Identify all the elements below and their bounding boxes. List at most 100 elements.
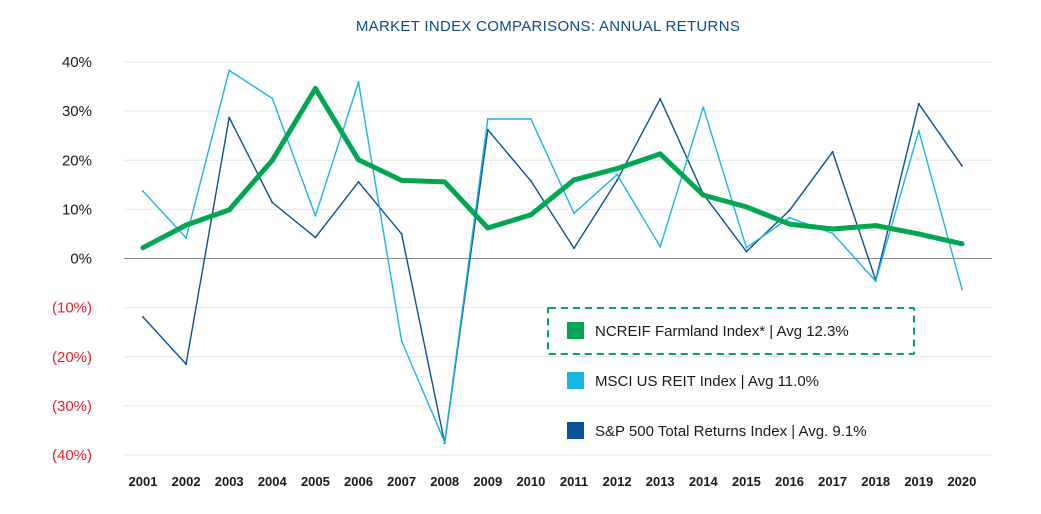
data-point-msci-us-reit-index [486,117,489,120]
x-tick-label: 2005 [301,474,330,489]
y-tick-label: 20% [62,152,92,169]
data-point-s-p-500-total-returns-index [357,180,360,183]
y-axis-ticks: 40% 30% 20% 10% 0% (10%) (20%) (30%) (40%) [52,54,92,464]
data-point-msci-us-reit-index [443,441,446,444]
x-tick-label: 2018 [861,474,890,489]
data-point-msci-us-reit-index [228,69,231,72]
data-point-s-p-500-total-returns-index [271,201,274,204]
data-point-ncreif-farmland-index [959,241,965,247]
data-point-ncreif-farmland-index [916,231,922,237]
x-tick-label: 2012 [603,474,632,489]
data-point-msci-us-reit-index [400,340,403,343]
x-tick-label: 2019 [904,474,933,489]
x-tick-label: 2015 [732,474,761,489]
data-point-ncreif-farmland-index [312,86,318,92]
data-point-ncreif-farmland-index [700,192,706,198]
series-line-s-p-500-total-returns-index [142,98,963,444]
data-point-msci-us-reit-index [702,106,705,109]
legend-swatch [567,322,584,339]
x-tick-label: 2001 [129,474,158,489]
data-point-ncreif-farmland-index [183,222,189,228]
x-tick-label: 2016 [775,474,804,489]
data-point-msci-us-reit-index [314,214,317,217]
data-point-msci-us-reit-index [573,212,575,215]
data-point-msci-us-reit-index [745,246,748,249]
data-point-ncreif-farmland-index [140,245,146,251]
data-point-ncreif-farmland-index [226,207,232,213]
data-point-ncreif-farmland-index [442,179,448,185]
y-tick-label: 40% [62,54,92,71]
series-line-ncreif-farmland-index [140,86,965,251]
data-point-msci-us-reit-index [874,280,877,283]
data-point-msci-us-reit-index [960,287,963,290]
x-tick-label: 2017 [818,474,847,489]
x-tick-label: 2011 [560,474,588,489]
data-point-s-p-500-total-returns-index [659,97,662,100]
data-point-s-p-500-total-returns-index [142,315,144,318]
x-tick-label: 2020 [947,474,976,489]
data-point-ncreif-farmland-index [269,157,275,163]
data-point-s-p-500-total-returns-index [400,232,403,235]
legend-swatch [567,372,584,389]
data-point-ncreif-farmland-index [528,212,534,218]
y-tick-label: 30% [62,103,92,120]
y-tick-label: 10% [62,201,92,218]
x-tick-label: 2010 [516,474,545,489]
data-point-msci-us-reit-index [616,173,619,176]
data-point-ncreif-farmland-index [657,151,663,157]
y-tick-label: 0% [70,251,92,268]
data-point-ncreif-farmland-index [743,204,749,210]
legend-swatch [567,422,584,439]
data-point-msci-us-reit-index [529,117,532,120]
x-tick-label: 2008 [430,474,459,489]
legend-label: MSCI US REIT Index | Avg 11.0% [595,373,819,390]
grid [124,61,992,456]
data-point-msci-us-reit-index [917,129,920,132]
x-tick-label: 2003 [215,474,244,489]
series-line-msci-us-reit-index [142,69,963,443]
y-tick-label: (10%) [52,300,92,317]
legend-highlight-box [547,307,915,355]
data-point-s-p-500-total-returns-index [314,236,317,239]
data-point-msci-us-reit-index [357,81,360,84]
legend: NCREIF Farmland Index* | Avg 12.3% MSCI U… [547,307,915,440]
data-point-s-p-500-total-returns-index [185,363,188,366]
data-point-s-p-500-total-returns-index [616,179,619,182]
data-point-ncreif-farmland-index [787,221,792,227]
y-tick-label: (40%) [52,447,92,464]
x-tick-label: 2009 [473,474,502,489]
x-tick-label: 2002 [172,474,201,489]
data-point-s-p-500-total-returns-index [529,179,532,182]
x-axis-ticks: 2001 2002 2003 2004 2005 2006 2007 2008 2009 2010… [129,474,977,489]
data-point-msci-us-reit-index [788,216,791,219]
legend-label: NCREIF Farmland Index* | Avg 12.3% [595,323,849,340]
data-point-s-p-500-total-returns-index [228,116,231,119]
series-lines [140,69,965,445]
data-point-ncreif-farmland-index [399,177,405,183]
data-point-ncreif-farmland-index [614,166,620,172]
data-point-ncreif-farmland-index [571,177,577,183]
y-tick-label: (30%) [52,398,92,415]
x-tick-label: 2013 [646,474,675,489]
y-tick-label: (20%) [52,349,92,366]
data-point-s-p-500-total-returns-index [573,247,575,250]
data-point-ncreif-farmland-index [356,157,361,163]
chart-title: MARKET INDEX COMPARISONS: ANNUAL RETURNS [356,18,740,35]
x-tick-label: 2014 [689,474,719,489]
data-point-msci-us-reit-index [831,232,834,235]
x-tick-label: 2006 [344,474,373,489]
x-tick-label: 2007 [387,474,416,489]
data-point-msci-us-reit-index [142,190,144,193]
data-point-s-p-500-total-returns-index [486,128,489,131]
data-point-ncreif-farmland-index [485,225,491,231]
data-point-s-p-500-total-returns-index [960,164,963,167]
data-point-ncreif-farmland-index [873,223,879,229]
data-point-msci-us-reit-index [271,97,274,100]
data-point-ncreif-farmland-index [830,226,836,232]
data-point-msci-us-reit-index [659,245,662,248]
data-point-s-p-500-total-returns-index [745,250,748,253]
legend-label: S&P 500 Total Returns Index | Avg. 9.1% [595,423,867,440]
data-point-s-p-500-total-returns-index [917,102,920,105]
